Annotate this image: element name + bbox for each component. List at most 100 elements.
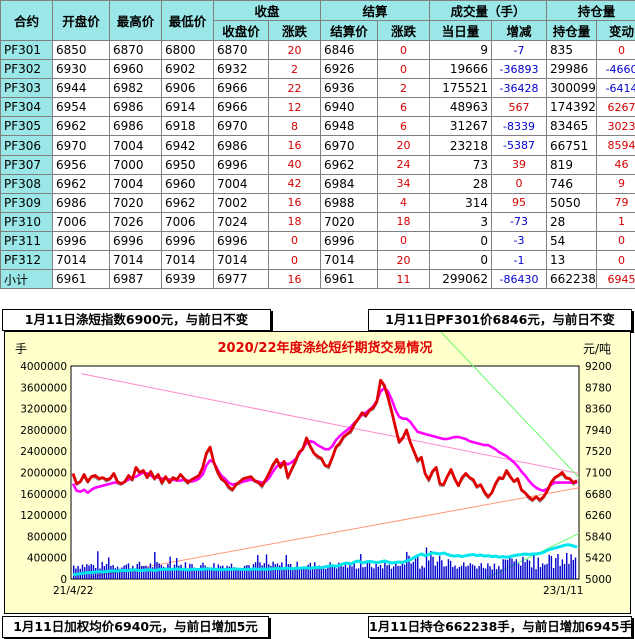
volume-bar [274,564,276,579]
oi-cell: 54 [546,230,598,252]
table-row: 小计 6961 6987 6939 6977 16 6961 11 299062 -86430 66… [0,269,635,290]
open-cell: 6954 [52,97,110,118]
volume-bar [432,556,434,579]
volume-bar [243,565,246,579]
volume-cell: 9 [429,39,493,61]
contract-cell: PF310 [0,211,53,232]
volume-bar [504,559,507,579]
settle-change-cell: 34 [377,173,431,194]
volume-bar [119,568,121,579]
volume-bar [228,566,230,579]
open-cell: 6850 [52,39,110,61]
volume-bar [480,563,482,579]
volume-bar [438,555,441,579]
open-cell: 6944 [52,78,110,99]
right-tick-label: 8360 [585,404,612,416]
table-row: PF305 6962 6986 6918 6970 8 6948 6 31267 -8339 834… [0,116,635,137]
volume-bar [193,567,195,579]
open-cell: 6961 [52,269,110,290]
volume-bar [563,563,566,579]
volume-change-cell: 95 [491,192,548,213]
oi-cell: 5050 [546,192,598,213]
volume-bar [467,565,469,579]
volume-bar [364,566,366,579]
volume-bar [408,555,410,579]
plot-area [70,365,580,580]
volume-bar [495,569,498,579]
volume-bar [351,566,353,579]
close-cell: 6966 [213,78,269,99]
high-cell: 7026 [109,211,162,232]
volume-bar [375,561,377,579]
volume-bar [539,567,542,579]
volume-bar [388,564,390,579]
close-change-cell: 0 [267,250,322,271]
settle-cell: 6996 [320,230,379,252]
volume-bar [165,567,167,579]
settle-cell: 6970 [320,135,379,156]
volume-bar [484,568,487,579]
volume-bar [292,567,294,579]
contract-cell: PF301 [0,39,53,61]
volume-cell: 0 [429,230,493,252]
volume-change-cell: -7 [491,39,548,61]
volume-bar [509,557,511,579]
left-tick-label: 800000 [27,531,67,543]
close-cell: 6996 [213,154,269,175]
volume-bar [121,567,123,579]
volume-bar [427,560,430,579]
volume-bar [474,565,476,579]
volume-bar [368,563,371,579]
open-cell: 6962 [52,116,110,137]
volume-bar [200,565,202,579]
volume-bar [294,566,296,579]
volume-bar [410,563,412,579]
volume-bar [458,566,461,579]
close-cell: 6932 [213,59,269,80]
volume-bar [281,562,283,579]
volume-bar [278,565,281,579]
volume-change-cell: -36428 [491,78,548,99]
table-row: PF302 6930 6960 6902 6932 2 6926 0 19666 -36893 29… [0,59,635,80]
header-high: 最高价 [109,0,162,41]
futures-table: 合约 开盘价 最高价 最低价 收盘 结算 成交量（手） 持仓量 收盘价 涨跌 结… [0,0,635,290]
volume-bar [384,562,386,579]
volume-bar [160,564,163,579]
volume-bar [482,567,485,579]
volume-bar [239,567,241,579]
header-volume-change: 增减 [491,20,548,41]
volume-bar [186,569,189,579]
right-tick-label: 5420 [585,553,612,565]
volume-change-cell: -86430 [491,269,548,290]
volume-bar [252,564,255,579]
header-close-group: 收盘 [212,0,322,21]
volume-bar [276,563,279,579]
volume-bar [568,563,570,579]
info-index: 1月11日涤短指数6900元，与前日不变 [2,309,271,331]
header-settle-price: 结算价 [320,20,379,41]
settle-change-cell: 20 [377,250,431,271]
volume-change-cell: -73 [491,211,548,232]
settle-cell: 6948 [320,116,379,137]
table-row: PF301 6850 6870 6800 6870 20 6846 0 9 -7 835 0 [0,39,635,61]
settle-cell: 6961 [320,269,379,290]
table-row: PF306 6970 7004 6942 6986 16 6970 20 23218 -5387 6… [0,135,635,156]
left-tick-label: 400000 [27,553,67,565]
table-row: PF303 6944 6982 6906 6966 22 6936 2 175521 -36428… [0,78,635,99]
table-row: PF310 7006 7026 7006 7024 18 7020 18 3 -73 28 1 [0,211,635,232]
volume-bar [419,568,421,579]
volume-bar [230,563,233,579]
volume-bar [268,564,270,579]
volume-cell: 23218 [429,135,493,156]
volume-bar [471,564,474,579]
volume-bar [449,560,452,579]
contract-cell: PF303 [0,78,53,99]
volume-bar [219,566,222,579]
contract-cell: PF304 [0,97,53,118]
oi-cell: 174392 [546,97,598,118]
volume-bar [189,563,191,579]
chart-panel: 2020/22年度涤纶短纤期货交易情况手元/吨 4000000 3600000 320… [4,331,631,614]
close-change-cell: 18 [267,211,322,232]
volume-bar [425,547,428,579]
